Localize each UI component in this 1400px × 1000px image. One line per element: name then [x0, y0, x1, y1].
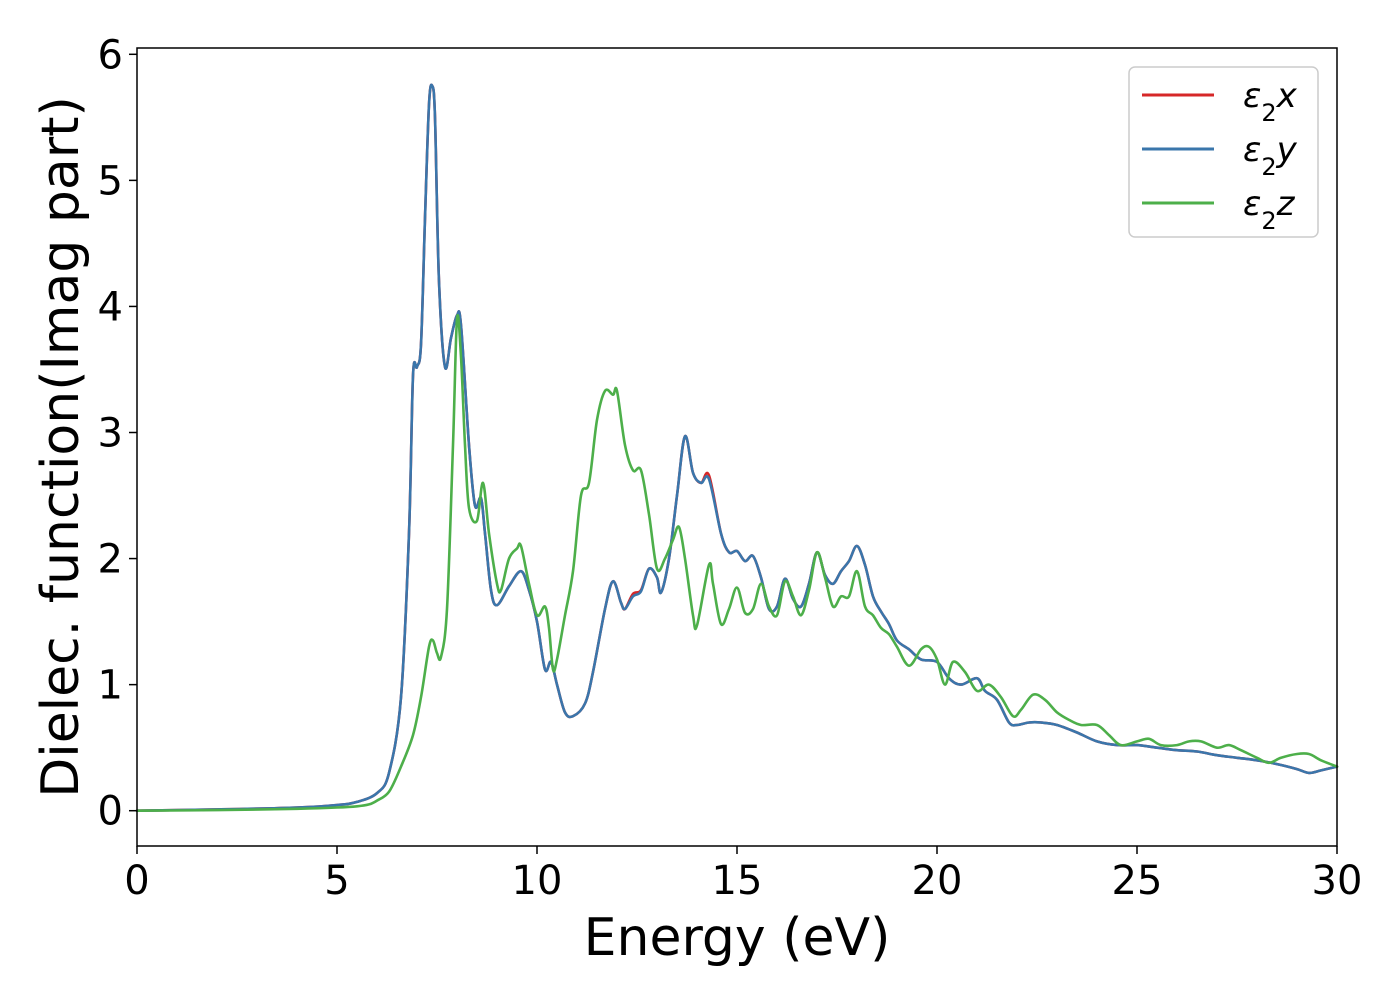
- x-tick-label: 5: [324, 858, 349, 904]
- legend-label-y: ε2y: [1243, 130, 1298, 181]
- x-tick-label: 30: [1312, 858, 1363, 904]
- plot-frame: [136, 47, 1338, 847]
- y-tick-label: 3: [98, 411, 123, 457]
- y-axis-label: Dielec. function(Imag part): [31, 96, 91, 798]
- legend-label-x: ε2x: [1243, 76, 1298, 127]
- x-tick-label: 25: [1112, 858, 1163, 904]
- y-tick-label: 2: [98, 537, 123, 583]
- series-line-y: [135, 83, 1339, 812]
- x-tick-label: 20: [912, 858, 963, 904]
- y-axis-ticks: 0 1 2 3 4 5 6: [98, 32, 137, 835]
- y-tick-label: 1: [98, 663, 123, 709]
- x-axis-label: Energy (eV): [584, 908, 891, 968]
- series-line-z: [135, 314, 1339, 812]
- y-tick-label: 0: [98, 789, 123, 835]
- series-layer: [135, 83, 1339, 812]
- y-tick-label: 6: [98, 32, 123, 78]
- x-tick-label: 10: [512, 858, 563, 904]
- y-tick-label: 4: [98, 284, 123, 330]
- x-axis-ticks: 0 5 10 15 20 25 30: [124, 846, 1362, 904]
- legend-label-z: ε2z: [1243, 184, 1296, 235]
- legend-box: [1128, 66, 1319, 238]
- x-tick-label: 15: [712, 858, 763, 904]
- x-tick-label: 0: [124, 858, 149, 904]
- y-tick-label: 5: [98, 158, 123, 204]
